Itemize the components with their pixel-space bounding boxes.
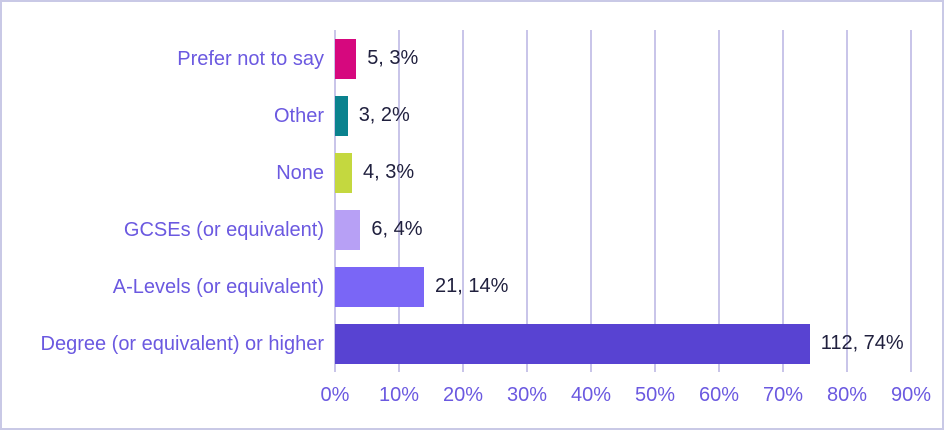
data-label: 6, 4% <box>371 218 423 240</box>
x-tick-label: 30% <box>506 384 548 406</box>
x-tick-label: 60% <box>698 384 740 406</box>
data-label: 4, 3% <box>363 161 415 183</box>
x-tick-label: 80% <box>826 384 868 406</box>
chart-rows: Prefer not to say 5, 3% Other 3, 2% None… <box>2 30 942 372</box>
x-axis: 0% 10% 20% 30% 40% 50% 60% 70% 80% 90% <box>321 384 931 412</box>
bar <box>335 209 361 250</box>
x-tick-label: 20% <box>442 384 484 406</box>
bar <box>335 95 348 136</box>
x-tick-label: 50% <box>634 384 676 406</box>
gridline <box>846 30 848 372</box>
x-tick-label: 10% <box>378 384 420 406</box>
category-label: GCSEs (or equivalent) <box>123 218 324 241</box>
data-label: 3, 2% <box>358 104 410 126</box>
category-label: A-Levels (or equivalent) <box>112 275 324 298</box>
x-tick-label: 40% <box>570 384 612 406</box>
x-tick-label: 70% <box>762 384 804 406</box>
gridline <box>718 30 720 372</box>
bar <box>335 152 352 193</box>
bar-row: GCSEs (or equivalent) 6, 4% <box>2 201 942 258</box>
bar-row: Degree (or equivalent) or higher 112, 74… <box>2 315 942 372</box>
x-tick-label: 0% <box>320 384 350 406</box>
category-label: Other <box>273 104 324 127</box>
bar-row: A-Levels (or equivalent) 21, 14% <box>2 258 942 315</box>
x-tick-label: 90% <box>890 384 932 406</box>
gridline <box>334 30 336 372</box>
gridline <box>910 30 912 372</box>
gridline <box>654 30 656 372</box>
gridline <box>782 30 784 372</box>
bar <box>335 38 357 79</box>
data-label: 21, 14% <box>435 275 509 297</box>
bar <box>335 323 810 364</box>
gridline <box>462 30 464 372</box>
bar-row: None 4, 3% <box>2 144 942 201</box>
gridline <box>526 30 528 372</box>
category-label: None <box>276 161 324 184</box>
bar-row: Other 3, 2% <box>2 87 942 144</box>
gridline <box>590 30 592 372</box>
category-label: Degree (or equivalent) or higher <box>40 332 325 355</box>
data-label: 112, 74% <box>820 332 904 354</box>
gridline <box>398 30 400 372</box>
data-label: 5, 3% <box>367 47 419 69</box>
gridlines <box>334 30 915 372</box>
category-label: Prefer not to say <box>177 47 324 70</box>
bar-row: Prefer not to say 5, 3% <box>2 30 942 87</box>
bar <box>335 266 424 307</box>
